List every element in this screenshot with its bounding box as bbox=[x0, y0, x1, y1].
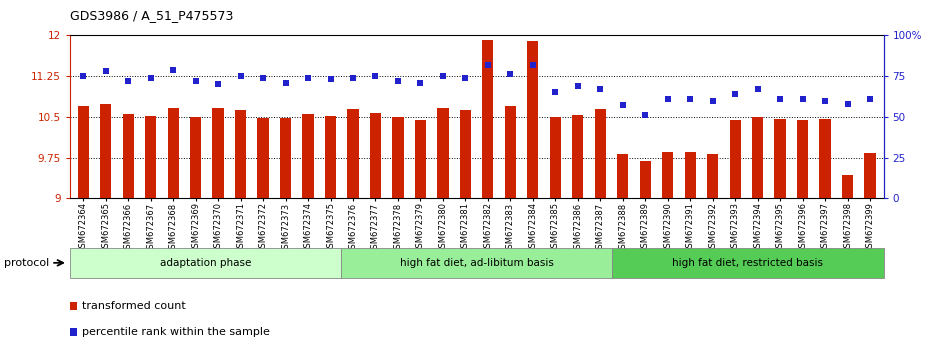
Bar bbox=[505, 106, 516, 198]
Point bbox=[323, 76, 338, 82]
Point bbox=[121, 78, 136, 84]
Bar bbox=[550, 118, 561, 198]
Bar bbox=[819, 119, 830, 198]
Bar bbox=[145, 116, 156, 198]
Bar bbox=[123, 114, 134, 198]
Bar bbox=[594, 109, 605, 198]
Point bbox=[705, 98, 720, 103]
Bar bbox=[527, 41, 538, 198]
Point bbox=[727, 91, 742, 97]
Point bbox=[99, 68, 113, 74]
Point bbox=[525, 62, 540, 68]
Point bbox=[638, 112, 653, 118]
Text: protocol: protocol bbox=[4, 258, 49, 268]
Bar bbox=[190, 118, 201, 198]
Text: high fat diet, ad-libitum basis: high fat diet, ad-libitum basis bbox=[400, 258, 553, 268]
Point bbox=[817, 98, 832, 103]
Text: high fat diet, restricted basis: high fat diet, restricted basis bbox=[672, 258, 823, 268]
Point bbox=[413, 80, 428, 85]
Point bbox=[840, 101, 855, 107]
Bar bbox=[415, 120, 426, 198]
Point bbox=[368, 73, 383, 79]
Bar bbox=[341, 248, 612, 278]
Point bbox=[660, 96, 675, 102]
Point bbox=[683, 96, 698, 102]
Bar bbox=[302, 114, 313, 198]
Bar bbox=[797, 120, 808, 198]
Point bbox=[435, 73, 450, 79]
Bar bbox=[370, 113, 381, 198]
Point bbox=[300, 75, 315, 81]
Bar bbox=[459, 110, 471, 198]
Bar bbox=[684, 152, 696, 198]
Bar bbox=[280, 119, 291, 198]
Point bbox=[862, 96, 877, 102]
Bar bbox=[167, 108, 179, 198]
Bar bbox=[483, 40, 494, 198]
Text: transformed count: transformed count bbox=[82, 301, 185, 311]
Bar bbox=[70, 248, 341, 278]
Bar bbox=[842, 175, 853, 198]
Bar bbox=[775, 119, 786, 198]
Bar bbox=[618, 154, 629, 198]
Point bbox=[278, 80, 293, 85]
Bar bbox=[640, 161, 651, 198]
Bar bbox=[235, 110, 246, 198]
Point bbox=[592, 86, 607, 92]
Point bbox=[346, 75, 361, 81]
Bar bbox=[437, 108, 448, 198]
Bar bbox=[100, 104, 112, 198]
Bar bbox=[325, 116, 336, 198]
Text: percentile rank within the sample: percentile rank within the sample bbox=[82, 327, 270, 337]
Bar bbox=[212, 108, 224, 198]
Bar bbox=[348, 109, 359, 198]
Point bbox=[458, 75, 472, 81]
Point bbox=[188, 78, 203, 84]
Bar bbox=[729, 120, 741, 198]
Text: GDS3986 / A_51_P475573: GDS3986 / A_51_P475573 bbox=[70, 9, 233, 22]
Bar bbox=[572, 115, 583, 198]
Point bbox=[65, 303, 80, 309]
Point bbox=[773, 96, 788, 102]
Bar bbox=[864, 153, 876, 198]
Point bbox=[751, 86, 765, 92]
Point bbox=[166, 67, 180, 73]
Bar bbox=[258, 119, 269, 198]
Point bbox=[548, 90, 563, 95]
Point bbox=[616, 103, 631, 108]
Point bbox=[503, 72, 518, 77]
Point bbox=[795, 96, 810, 102]
Point bbox=[143, 75, 158, 81]
Bar bbox=[752, 118, 764, 198]
Bar bbox=[392, 118, 404, 198]
Text: adaptation phase: adaptation phase bbox=[160, 258, 251, 268]
Point bbox=[76, 73, 91, 79]
Point bbox=[65, 329, 80, 335]
Bar bbox=[612, 248, 884, 278]
Point bbox=[233, 73, 248, 79]
Point bbox=[391, 78, 405, 84]
Point bbox=[256, 75, 271, 81]
Bar bbox=[662, 152, 673, 198]
Point bbox=[211, 81, 226, 87]
Bar bbox=[707, 154, 718, 198]
Point bbox=[570, 83, 585, 89]
Point bbox=[481, 62, 496, 68]
Bar bbox=[77, 106, 89, 198]
